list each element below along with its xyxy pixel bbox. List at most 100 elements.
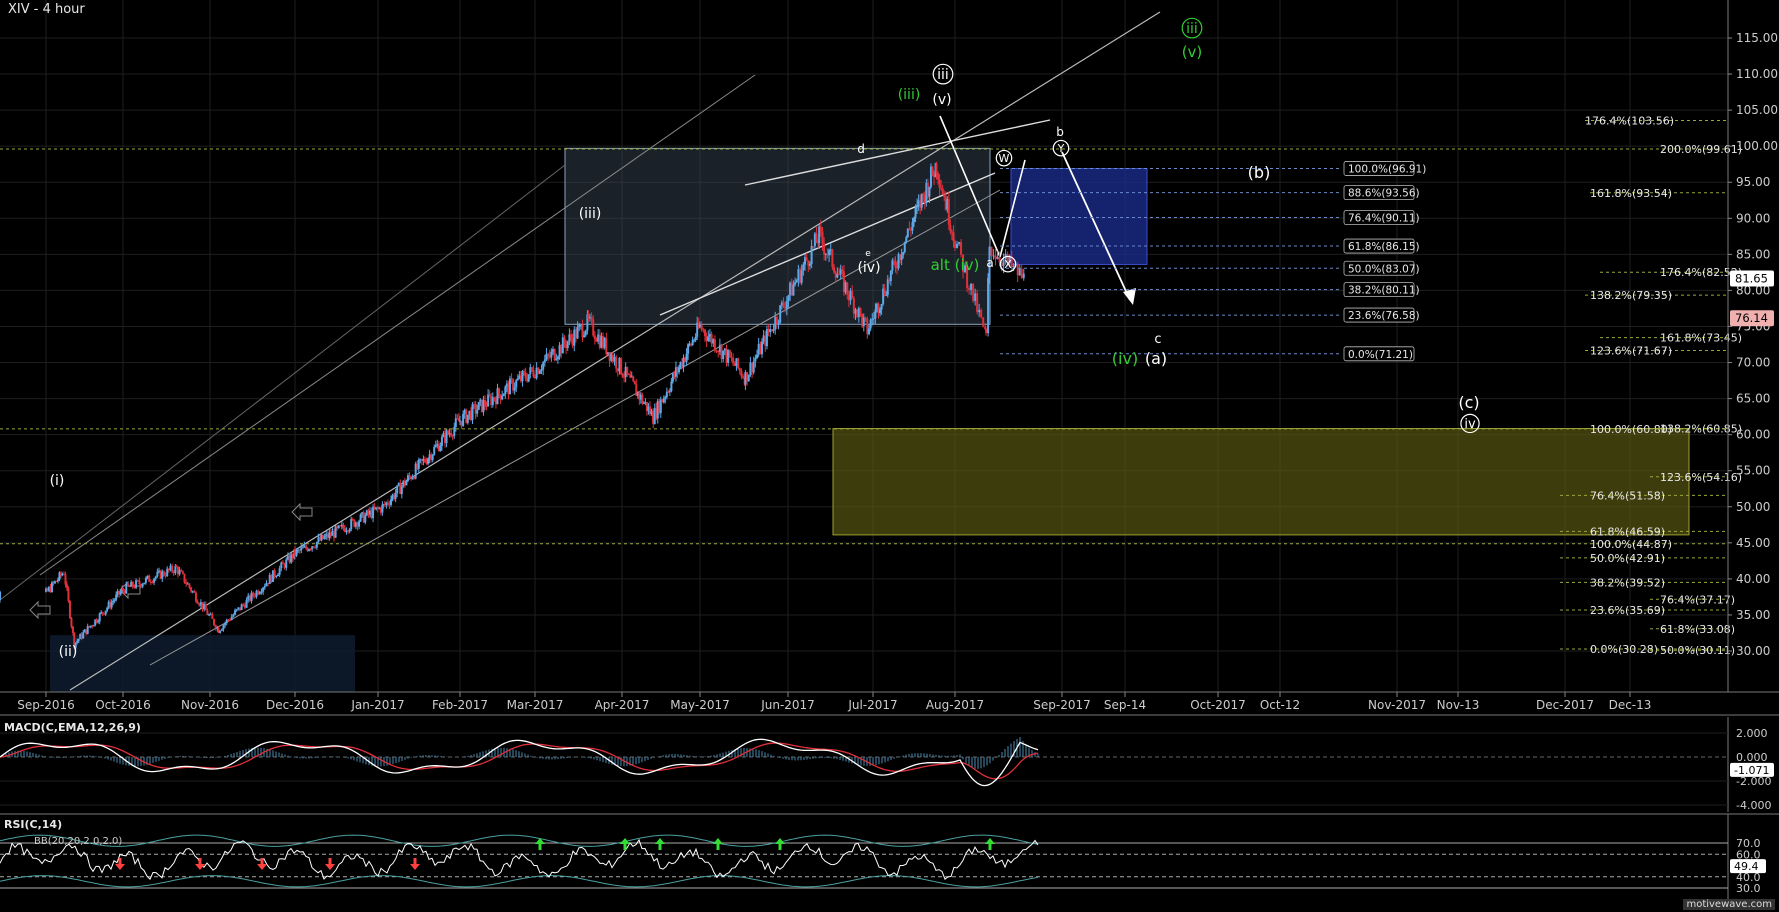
candle-body <box>382 504 385 506</box>
price-tick-label: 90.00 <box>1736 211 1770 225</box>
candle-body <box>82 632 85 639</box>
candle-body <box>402 480 405 487</box>
candle-body <box>50 582 53 593</box>
candle-body <box>504 386 507 395</box>
candle-body <box>693 340 696 342</box>
candle-body <box>238 607 241 611</box>
rsi-up-arrow <box>985 838 995 850</box>
rsi-up-arrow <box>713 838 723 850</box>
fib-label: 123.6%(71.67) <box>1590 344 1672 357</box>
candle-body <box>760 341 763 355</box>
candle-body <box>530 367 533 371</box>
candle-body <box>453 427 456 436</box>
candle-body <box>156 571 159 577</box>
projection-arrow <box>1061 151 1131 301</box>
candle-body <box>188 583 191 588</box>
candle-body <box>982 317 985 327</box>
candle-body <box>700 324 703 330</box>
rsi-current-label: 49.4 <box>1734 860 1759 873</box>
time-tick-label: May-2017 <box>670 698 729 712</box>
candle-body <box>696 322 699 337</box>
time-tick-label: Jun-2017 <box>760 698 815 712</box>
candle-body <box>642 402 645 404</box>
candle-body <box>658 400 661 413</box>
fib-label: 76.4%(37.17) <box>1660 593 1735 606</box>
candle-body <box>540 369 543 371</box>
candle-body <box>67 588 70 601</box>
candle-body <box>844 282 847 293</box>
candle-body <box>62 573 65 575</box>
candle-body <box>925 182 928 203</box>
candle-body <box>720 344 723 360</box>
candle-body <box>468 410 471 415</box>
candle-body <box>473 404 476 406</box>
candle-body <box>812 246 815 248</box>
candle-body <box>794 282 797 285</box>
candle-body <box>119 591 122 595</box>
candle-body <box>306 548 309 551</box>
time-tick-label: Aug-2017 <box>926 698 984 712</box>
candle-body <box>268 574 271 584</box>
outer-channel-line <box>0 164 566 601</box>
candle-body <box>941 188 944 195</box>
candle-body <box>509 378 511 395</box>
candle-body <box>940 187 943 189</box>
candle-body <box>928 186 931 197</box>
candle-body <box>83 629 86 633</box>
candle-body <box>587 314 590 319</box>
candle-body <box>985 329 988 334</box>
candle-body <box>757 343 760 355</box>
fib-label: 61.8%(33.08) <box>1660 623 1735 636</box>
candle-body <box>952 232 955 242</box>
candle-body <box>502 394 505 397</box>
candle-body <box>176 566 179 575</box>
candle-body <box>285 559 288 568</box>
candle-body <box>86 626 89 634</box>
rsi-tick-label: 40.0 <box>1736 871 1761 884</box>
price-tick-label: 65.00 <box>1736 392 1770 406</box>
candle-body <box>131 581 134 587</box>
candle-body <box>638 392 641 400</box>
candle-body <box>272 570 275 582</box>
candle-body <box>204 604 207 611</box>
time-tick-label: Oct-2016 <box>95 698 151 712</box>
candle-body <box>240 604 243 611</box>
candle-body <box>715 350 718 352</box>
candle-body <box>828 249 831 256</box>
candle-body <box>956 244 959 249</box>
rsi-bb-upper <box>0 834 1039 847</box>
candle-body <box>917 200 920 205</box>
wave-label: (iv) <box>1112 349 1138 368</box>
candle-body <box>588 317 591 319</box>
candle-body <box>405 480 408 486</box>
candle-body <box>891 260 894 271</box>
candle-body <box>819 226 822 232</box>
candle-body <box>345 530 348 532</box>
candle-body <box>727 350 730 363</box>
candle-body <box>115 594 118 600</box>
candle-body <box>482 400 485 412</box>
candle-body <box>728 350 731 358</box>
candle-body <box>679 362 682 368</box>
candle-body <box>225 619 228 624</box>
time-tick-label: Nov-13 <box>1437 698 1480 712</box>
fib-label: 38.2%(39.52) <box>1590 576 1665 589</box>
time-tick-label: Dec-2016 <box>266 698 324 712</box>
candle-body <box>566 341 569 349</box>
trend-channels <box>0 11 1161 691</box>
candle-body <box>507 383 510 395</box>
candle-body <box>980 309 983 318</box>
candle-body <box>95 619 98 623</box>
fib-blue-label: 23.6%(76.58) <box>1348 310 1420 322</box>
candle-body <box>742 376 745 378</box>
candle-body <box>414 463 417 479</box>
candle-body <box>457 418 460 422</box>
candle-body <box>498 388 501 395</box>
candle-body <box>581 324 584 338</box>
wave-label: (iii) <box>898 87 921 103</box>
candle-body <box>815 233 818 243</box>
candle-body <box>89 625 92 628</box>
candle-body <box>425 461 428 464</box>
candle-body <box>444 433 447 444</box>
